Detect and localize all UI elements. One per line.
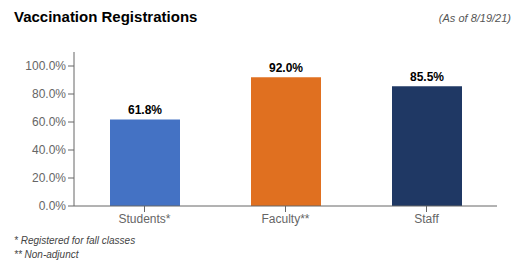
svg-text:92.0%: 92.0%: [269, 61, 303, 75]
svg-text:0.0%: 0.0%: [39, 199, 67, 213]
svg-text:85.5%: 85.5%: [410, 70, 444, 84]
html-text:* Registered for fall classes: * Registered for fall classes: [14, 235, 136, 246]
html-text:** Non-adjunct: ** Non-adjunct: [14, 249, 79, 260]
svg-text:40.0%: 40.0%: [32, 143, 66, 157]
svg-text:60.0%: 60.0%: [32, 115, 66, 129]
svg-text:100.0%: 100.0%: [25, 59, 66, 73]
html-text:(As of 8/19/21): (As of 8/19/21): [438, 12, 511, 24]
svg-text:20.0%: 20.0%: [32, 171, 66, 185]
html-text:Vaccination Registrations: Vaccination Registrations: [14, 8, 198, 25]
svg-text:Faculty**: Faculty**: [261, 212, 309, 226]
svg-text:Students*: Students*: [118, 212, 170, 226]
svg-text:80.0%: 80.0%: [32, 87, 66, 101]
svg-text:Staff: Staff: [414, 212, 439, 226]
svg-text:61.8%: 61.8%: [128, 103, 162, 117]
